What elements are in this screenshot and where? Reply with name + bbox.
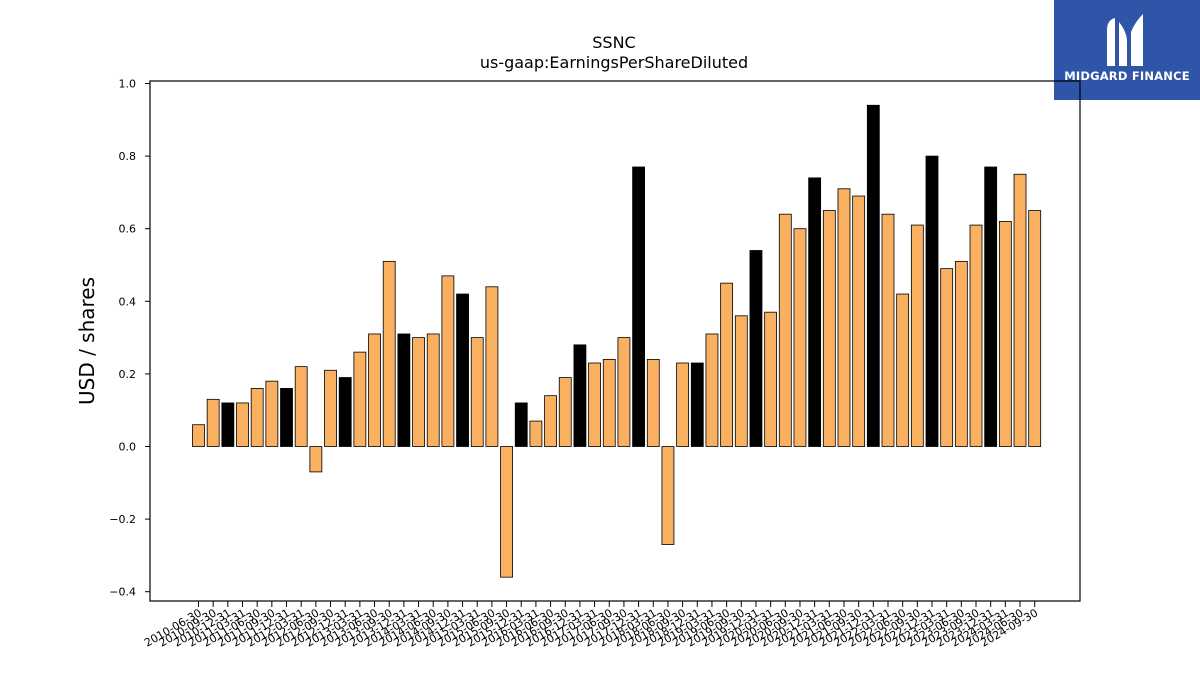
- bar-2014-03-31: [412, 337, 425, 447]
- bar-2019-03-31: [705, 333, 719, 447]
- y-tick-label: 0.2: [119, 368, 137, 381]
- bar-2018-09-30: [676, 362, 690, 447]
- bar-2018-06-30: [661, 446, 675, 545]
- bar-2013-12-31: [397, 333, 411, 447]
- bar-2011-09-30: [265, 380, 279, 447]
- bar-2022-03-31: [881, 213, 895, 447]
- bar-2021-03-31: [822, 210, 836, 447]
- bar-2022-12-31: [925, 155, 939, 447]
- midgard-m-logo-icon: [1107, 14, 1143, 66]
- bar-2024-09-30: [1028, 210, 1042, 447]
- bar-2011-06-30: [250, 388, 264, 447]
- bars-group: [192, 104, 1042, 578]
- y-axis: −0.4 −0.2 0.0 0.2 0.4 0.6 0.8 1.0: [109, 78, 150, 599]
- bar-2012-06-30: [309, 446, 323, 473]
- bar-2015-12-31: [514, 402, 528, 447]
- bar-2024-03-31: [998, 221, 1012, 447]
- bar-2015-03-31: [470, 337, 484, 447]
- bar-2017-09-30: [617, 337, 631, 447]
- bar-2018-12-31: [690, 362, 704, 447]
- y-axis-label: USD / shares: [75, 277, 99, 405]
- y-tick-label: −0.4: [109, 586, 136, 599]
- bar-2020-03-31: [764, 311, 778, 447]
- bar-2023-12-31: [984, 166, 998, 447]
- bar-2018-03-31: [646, 358, 660, 447]
- bar-2017-12-31: [632, 166, 645, 447]
- bar-2021-09-30: [852, 195, 866, 447]
- y-tick-label: 0.6: [119, 223, 137, 236]
- bar-2010-09-30: [206, 398, 220, 447]
- bar-2021-06-30: [837, 188, 851, 447]
- bar-2015-09-30: [500, 446, 513, 578]
- bar-2024-06-30: [1013, 173, 1027, 447]
- bar-2020-12-31: [808, 177, 822, 447]
- brand-logo: MIDGARD FINANCE: [1054, 0, 1200, 100]
- bar-2016-06-30: [544, 395, 557, 447]
- bar-2023-09-30: [969, 224, 983, 447]
- x-axis: 2010-06-302010-09-302010-12-312011-03-31…: [142, 601, 1040, 650]
- y-tick-label: 1.0: [119, 78, 137, 91]
- bar-2019-06-30: [720, 282, 734, 447]
- bar-2012-03-31: [294, 366, 308, 447]
- bar-2011-12-31: [280, 388, 293, 447]
- y-tick-label: 0.0: [119, 441, 137, 454]
- bar-2012-12-31: [338, 377, 352, 447]
- bar-2013-03-31: [353, 351, 367, 447]
- bar-2013-06-30: [368, 333, 381, 447]
- bar-2010-06-30: [192, 424, 205, 447]
- bar-2014-09-30: [441, 275, 455, 447]
- bar-2012-09-30: [324, 369, 337, 447]
- bar-2013-09-30: [382, 260, 396, 447]
- bar-2020-09-30: [793, 228, 807, 447]
- bar-2021-12-31: [866, 104, 880, 447]
- y-tick-label: −0.2: [109, 513, 136, 526]
- bar-2014-06-30: [426, 333, 440, 447]
- bar-2011-03-31: [236, 402, 249, 447]
- bar-2010-12-31: [221, 402, 235, 447]
- bar-2019-09-30: [734, 315, 748, 447]
- bar-2014-12-31: [456, 293, 469, 447]
- bar-2017-06-30: [602, 358, 616, 447]
- bar-2023-06-30: [954, 260, 968, 447]
- chart-title: SSNC: [592, 33, 635, 52]
- y-tick-label: 0.4: [119, 295, 137, 308]
- bar-2016-09-30: [558, 377, 572, 447]
- bar-2020-06-30: [778, 213, 792, 447]
- bar-2016-03-31: [529, 420, 543, 447]
- brand-name: MIDGARD FINANCE: [1064, 69, 1190, 83]
- bar-2015-06-30: [485, 286, 499, 447]
- bar-2019-12-31: [749, 250, 763, 447]
- bar-2022-06-30: [896, 293, 910, 447]
- y-tick-label: 0.8: [119, 150, 137, 163]
- bar-2022-09-30: [910, 224, 924, 447]
- chart-subtitle: us-gaap:EarningsPerShareDiluted: [480, 53, 748, 72]
- bar-2017-03-31: [588, 362, 601, 447]
- plot-frame: [149, 80, 1081, 602]
- bar-2016-12-31: [573, 344, 587, 447]
- bar-2023-03-31: [940, 268, 954, 447]
